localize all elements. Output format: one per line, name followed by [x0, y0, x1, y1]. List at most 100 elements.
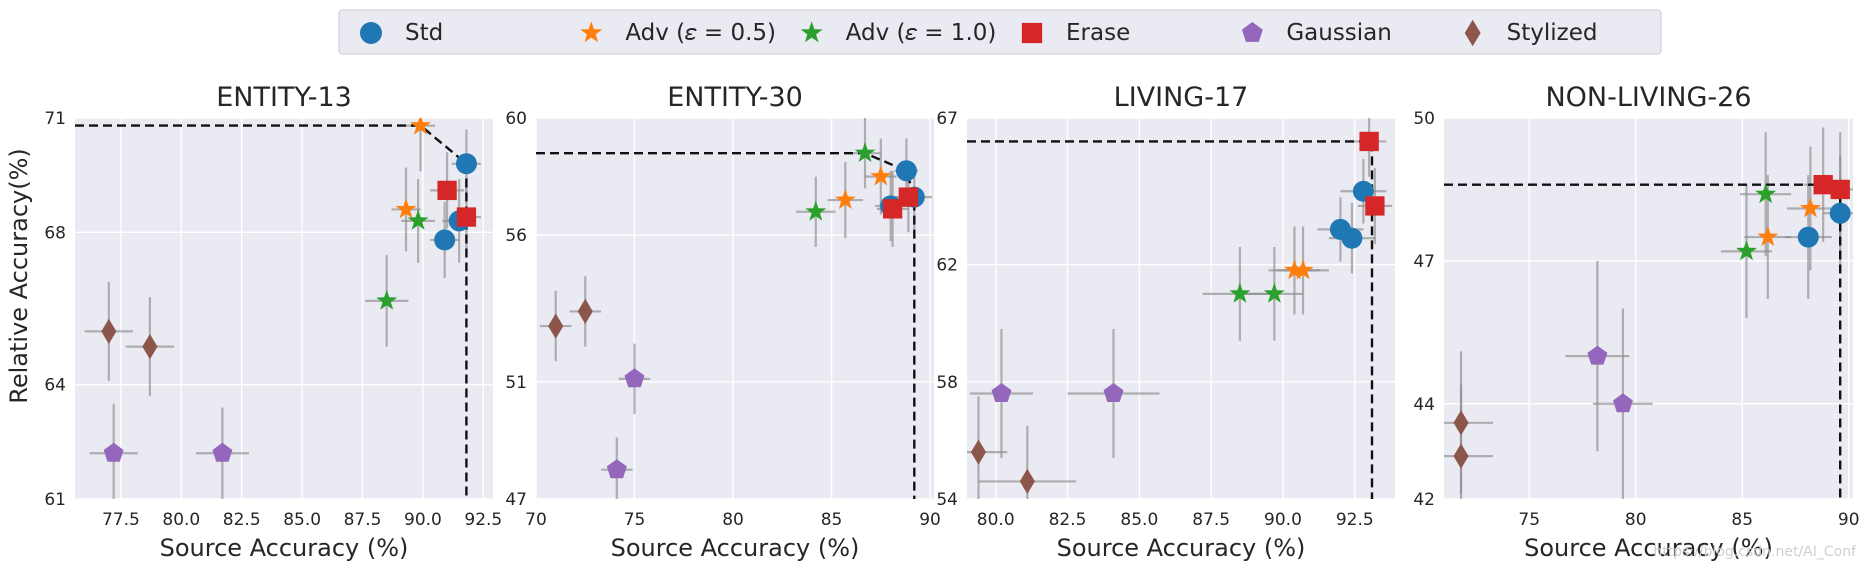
data-point-adv10	[376, 289, 398, 310]
data-point-erase	[1359, 131, 1379, 152]
data-point-gauss	[1103, 383, 1124, 402]
data-point-std	[1341, 227, 1363, 249]
data-point-adv10	[1736, 240, 1757, 261]
y-tick-label: 47	[505, 490, 527, 510]
data-point-gauss	[212, 442, 233, 462]
legend-label-adv05: Adv (𝜀 = 0.5)	[625, 20, 776, 46]
panel-title: ENTITY-30	[667, 82, 803, 113]
plot-area	[75, 118, 493, 499]
data-point-adv10	[1263, 282, 1285, 303]
data-point-std	[1797, 226, 1819, 248]
data-point-std	[455, 153, 477, 175]
data-point-adv10	[1229, 282, 1251, 303]
x-tick-label: 90	[919, 510, 941, 530]
data-point-std	[434, 229, 456, 251]
y-tick-label: 67	[936, 109, 958, 129]
legend-marker-adv10	[800, 21, 823, 43]
y-tick-label: 68	[44, 223, 66, 243]
data-point-std	[895, 160, 917, 182]
legend-item-adv10: Adv (𝜀 = 1.0)	[800, 20, 997, 46]
watermark-text: https://blog.csdn.net/AI_Conf	[1653, 544, 1857, 560]
x-tick-label: 85.0	[283, 510, 321, 530]
plot-data	[967, 118, 1393, 499]
data-point-std	[1829, 202, 1851, 224]
panel-title: NON-LIVING-26	[1545, 82, 1751, 113]
legend-item-adv05: Adv (𝜀 = 0.5)	[580, 20, 776, 46]
data-point-erase	[882, 199, 903, 219]
data-point-erase	[1813, 175, 1833, 195]
legend-item-erase: Erase	[1021, 20, 1130, 46]
legend-marker-styl	[1464, 19, 1481, 47]
y-tick-label: 56	[505, 226, 527, 246]
data-point-styl	[1453, 443, 1469, 469]
data-point-erase	[1830, 179, 1850, 200]
x-tick-label: 75	[624, 510, 646, 530]
data-point-erase	[1365, 196, 1385, 216]
legend-item-gauss: Gaussian	[1241, 20, 1392, 46]
legend-label-styl: Stylized	[1507, 20, 1598, 46]
x-tick-label: 85	[821, 510, 843, 530]
panel-non-living-26: 75 80 85 90 42 44 47 50 NON-LIVING-26 Source Accu…	[1413, 82, 1859, 562]
data-point-erase	[456, 207, 477, 227]
x-tick-label: 87.5	[344, 510, 382, 530]
y-tick-label: 58	[936, 373, 958, 393]
data-point-gauss	[606, 459, 627, 479]
plot-area	[1444, 118, 1853, 499]
data-point-styl	[142, 334, 158, 360]
y-tick-label: 64	[44, 376, 66, 396]
x-tick-label: 80.0	[977, 510, 1015, 530]
data-point-erase	[898, 187, 919, 207]
data-point-adv10	[854, 142, 876, 163]
panel-title: ENTITY-13	[216, 82, 352, 113]
y-tick-label: 44	[1413, 395, 1435, 415]
legend-label-std: Std	[405, 20, 443, 46]
plot-data	[1444, 127, 1853, 499]
panel-title: LIVING-17	[1114, 82, 1249, 113]
chart-panels: 77.5 80.0 82.5 85.0 87.5 90.0 92.5 61 64 68 71 ENTI…	[44, 82, 1859, 562]
pareto-frontier-line	[967, 140, 1374, 499]
y-tick-label: 54	[936, 490, 958, 510]
plot-area	[536, 118, 934, 499]
x-tick-label: 75	[1518, 510, 1540, 530]
data-point-gauss	[103, 442, 124, 462]
y-tick-label: 51	[505, 373, 527, 393]
data-point-adv10	[1755, 183, 1777, 204]
y-axis-label: Relative Accuracy(%)	[5, 148, 33, 404]
legend-item-std: Std	[360, 20, 443, 46]
data-point-gauss	[1587, 345, 1608, 365]
panel-living-17: 80.0 82.5 85.0 87.5 90.0 92.5 54 58 62 67 LIVING-1…	[936, 82, 1395, 562]
data-point-gauss	[991, 383, 1012, 402]
x-tick-label: 85.0	[1120, 510, 1158, 530]
data-point-adv05	[1292, 259, 1314, 280]
data-point-styl	[1019, 468, 1035, 494]
x-tick-label: 82.5	[223, 510, 261, 530]
data-point-adv10	[407, 209, 429, 230]
legend-item-styl: Stylized	[1464, 19, 1598, 47]
x-tick-label: 80.0	[162, 510, 200, 530]
x-axis-label: Source Accuracy (%)	[160, 534, 409, 562]
legend-frame	[338, 9, 1662, 55]
data-point-adv05	[870, 165, 892, 186]
x-tick-label: 90	[1838, 510, 1860, 530]
data-point-styl	[548, 313, 564, 339]
x-axis-label: Source Accuracy (%)	[1524, 534, 1773, 562]
y-tick-label: 62	[936, 256, 958, 276]
data-point-adv05	[834, 189, 856, 209]
pareto-frontier-line	[75, 124, 468, 499]
legend-label-adv10: Adv (𝜀 = 1.0)	[846, 20, 997, 46]
y-tick-label: 60	[505, 109, 527, 129]
legend-marker-std	[360, 22, 382, 44]
legend-marker-gauss	[1241, 22, 1263, 42]
x-tick-label: 90.0	[404, 510, 442, 530]
x-tick-label: 90.0	[1264, 510, 1302, 530]
x-tick-label: 70	[525, 510, 547, 530]
data-point-styl	[101, 318, 117, 344]
x-tick-label: 92.5	[464, 510, 502, 530]
x-tick-label: 87.5	[1192, 510, 1230, 530]
x-axis-label: Source Accuracy (%)	[1057, 534, 1306, 562]
data-point-adv05	[1757, 226, 1779, 246]
data-point-adv05	[1799, 197, 1821, 218]
y-tick-label: 42	[1413, 490, 1435, 510]
panel-entity-30: 70 75 80 85 90 47 51 56 60 ENTITY-30 Source Accura…	[505, 82, 941, 562]
